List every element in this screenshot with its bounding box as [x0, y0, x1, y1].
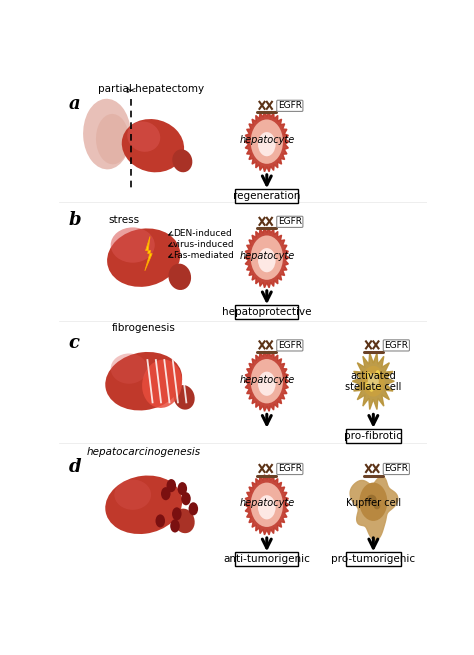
Circle shape	[367, 372, 371, 378]
Ellipse shape	[105, 352, 182, 411]
Text: EGFR: EGFR	[278, 341, 302, 350]
Text: hepatocyte: hepatocyte	[239, 375, 294, 384]
Ellipse shape	[107, 229, 181, 287]
Polygon shape	[352, 353, 394, 409]
Circle shape	[376, 383, 380, 389]
Text: Fas-mediated: Fas-mediated	[173, 251, 234, 260]
Circle shape	[251, 359, 283, 403]
Ellipse shape	[105, 476, 182, 534]
Circle shape	[178, 482, 187, 495]
Text: regeneration: regeneration	[233, 191, 301, 201]
FancyBboxPatch shape	[235, 305, 299, 319]
Circle shape	[161, 487, 171, 500]
Circle shape	[258, 248, 275, 272]
Polygon shape	[245, 227, 289, 288]
Polygon shape	[145, 236, 152, 271]
Circle shape	[362, 365, 384, 397]
Circle shape	[372, 376, 376, 383]
Circle shape	[369, 386, 374, 392]
FancyBboxPatch shape	[235, 552, 299, 567]
Text: activated: activated	[350, 371, 396, 381]
Ellipse shape	[366, 495, 377, 505]
Text: virus-induced: virus-induced	[173, 240, 235, 249]
Text: stellate cell: stellate cell	[345, 383, 401, 392]
Text: ✂: ✂	[126, 84, 136, 98]
Ellipse shape	[111, 227, 155, 263]
Circle shape	[365, 383, 370, 388]
Circle shape	[172, 507, 182, 521]
Polygon shape	[245, 111, 289, 172]
Text: pro-tumorigenic: pro-tumorigenic	[331, 554, 415, 564]
Text: stress: stress	[108, 215, 139, 225]
Text: hepatocarcinogenesis: hepatocarcinogenesis	[87, 447, 201, 457]
Ellipse shape	[374, 502, 380, 510]
Circle shape	[170, 519, 180, 533]
Circle shape	[251, 483, 283, 527]
Ellipse shape	[110, 354, 147, 384]
Polygon shape	[245, 475, 289, 535]
Ellipse shape	[122, 119, 184, 172]
Circle shape	[368, 373, 379, 389]
Polygon shape	[350, 477, 398, 540]
FancyBboxPatch shape	[346, 552, 401, 567]
Text: DEN-induced: DEN-induced	[173, 229, 232, 238]
Text: fibrogenesis: fibrogenesis	[112, 324, 176, 333]
Text: b: b	[68, 211, 81, 229]
FancyBboxPatch shape	[235, 189, 299, 203]
Ellipse shape	[168, 263, 191, 290]
Circle shape	[375, 370, 380, 376]
Text: d: d	[68, 458, 81, 476]
Text: Kupffer cell: Kupffer cell	[346, 498, 401, 508]
Text: EGFR: EGFR	[384, 341, 409, 350]
Polygon shape	[245, 351, 289, 411]
Circle shape	[251, 235, 283, 280]
Circle shape	[166, 479, 176, 492]
Ellipse shape	[96, 114, 129, 164]
Text: anti-tumorigenic: anti-tumorigenic	[223, 554, 310, 564]
Text: pro-fibrotic: pro-fibrotic	[345, 431, 402, 441]
Text: partial hepatectomy: partial hepatectomy	[98, 84, 204, 94]
Text: hepatoprotective: hepatoprotective	[222, 307, 311, 317]
Ellipse shape	[173, 509, 195, 533]
Circle shape	[258, 371, 275, 396]
Text: EGFR: EGFR	[278, 217, 302, 227]
Ellipse shape	[173, 385, 195, 409]
Text: EGFR: EGFR	[278, 102, 302, 110]
Ellipse shape	[142, 360, 182, 408]
Text: a: a	[68, 95, 80, 113]
Ellipse shape	[172, 149, 192, 172]
Circle shape	[359, 483, 387, 521]
Text: hepatocyte: hepatocyte	[239, 498, 294, 508]
Circle shape	[155, 514, 165, 527]
Text: hepatocyte: hepatocyte	[239, 251, 294, 261]
Text: EGFR: EGFR	[278, 464, 302, 474]
Text: hepatocyte: hepatocyte	[239, 135, 294, 145]
Circle shape	[189, 502, 198, 515]
Text: c: c	[68, 335, 80, 352]
Ellipse shape	[83, 99, 131, 170]
Circle shape	[181, 492, 191, 505]
Circle shape	[251, 119, 283, 164]
Text: EGFR: EGFR	[384, 464, 409, 474]
Ellipse shape	[127, 121, 160, 152]
Circle shape	[258, 495, 275, 519]
Circle shape	[258, 132, 275, 157]
Ellipse shape	[114, 479, 151, 510]
FancyBboxPatch shape	[346, 428, 401, 443]
